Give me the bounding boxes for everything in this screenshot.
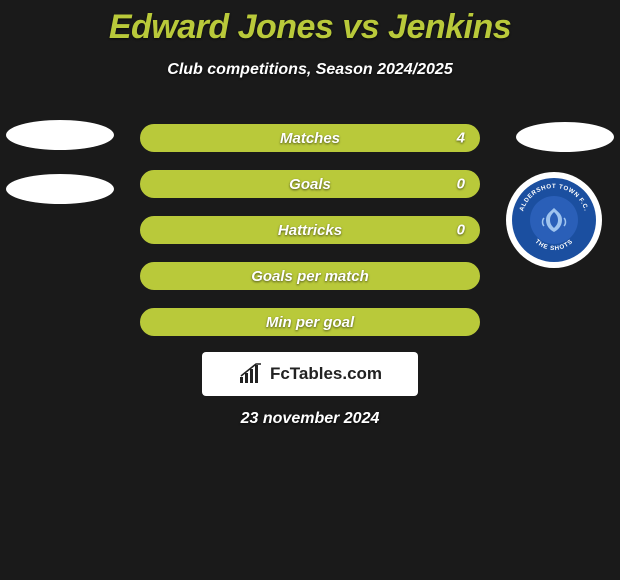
comparison-bars: Matches 4 Goals 0 Hattricks 0 Goals per match M… <box>140 124 480 354</box>
right-player-marker <box>516 122 614 152</box>
stat-bar: Min per goal <box>140 308 480 336</box>
stat-bar: Goals per match <box>140 262 480 290</box>
stat-bar-label: Min per goal <box>266 314 354 331</box>
club-badge: ALDERSHOT TOWN F.C. THE SHOTS <box>506 172 602 268</box>
brand-box: FcTables.com <box>202 352 418 396</box>
stat-bar-value: 0 <box>457 176 465 193</box>
stat-bar-value: 0 <box>457 222 465 239</box>
stat-bar-label: Hattricks <box>278 222 342 239</box>
page-subtitle: Club competitions, Season 2024/2025 <box>0 61 620 79</box>
stat-bar-value: 4 <box>457 130 465 147</box>
stat-bar: Matches 4 <box>140 124 480 152</box>
player-marker-ellipse <box>6 120 114 150</box>
club-badge-center <box>530 196 578 244</box>
stat-bar-label: Goals per match <box>251 268 369 285</box>
club-badge-inner: ALDERSHOT TOWN F.C. THE SHOTS <box>512 178 596 262</box>
date-text: 23 november 2024 <box>0 410 620 428</box>
player-marker-ellipse <box>6 174 114 204</box>
stat-bar-label: Goals <box>289 176 331 193</box>
brand-text: FcTables.com <box>270 364 382 384</box>
left-player-markers <box>6 120 114 228</box>
stat-bar: Hattricks 0 <box>140 216 480 244</box>
stat-bar: Goals 0 <box>140 170 480 198</box>
stat-bar-label: Matches <box>280 130 340 147</box>
page-title: Edward Jones vs Jenkins <box>0 0 620 47</box>
phoenix-icon <box>538 204 570 236</box>
fctables-logo-icon <box>238 363 264 385</box>
